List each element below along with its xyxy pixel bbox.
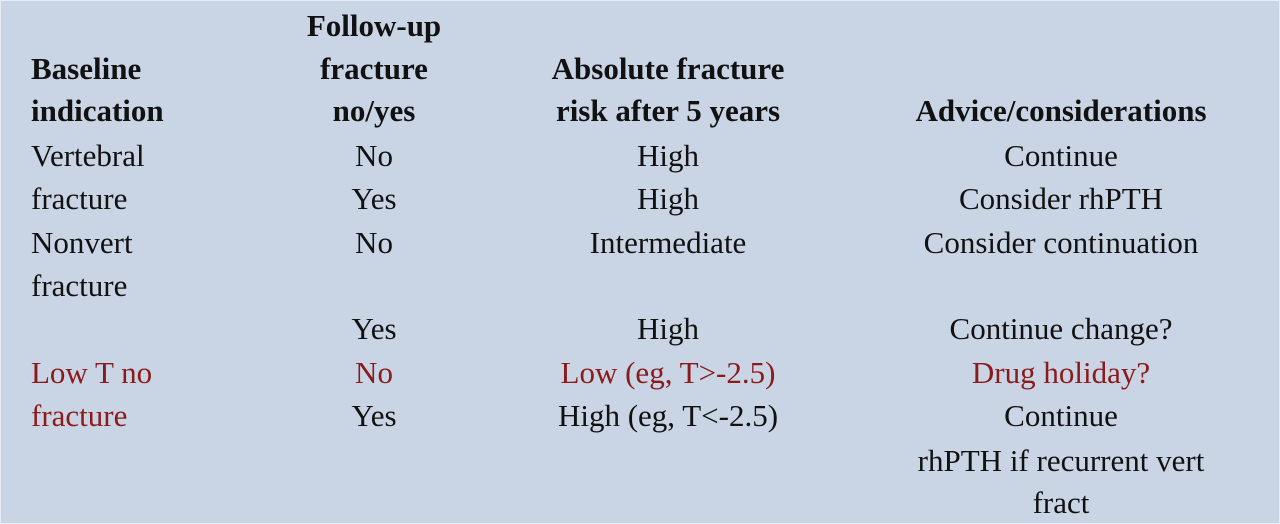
followup-cell: Yes	[351, 181, 397, 216]
advice-cell: fract	[1032, 485, 1090, 520]
indication-cell: fracture	[31, 268, 128, 303]
advice-cell: Continue	[1004, 398, 1118, 433]
header-followup: fracture	[320, 51, 428, 86]
header-risk: Absolute fracture	[551, 51, 785, 86]
header-baseline: indication	[31, 93, 164, 128]
advice-cell: Continue	[1004, 138, 1118, 173]
risk-cell: Low (eg, T>-2.5)	[560, 355, 776, 390]
header-followup: no/yes	[332, 93, 416, 128]
indication-cell: Low T no	[31, 355, 153, 390]
risk-cell: High	[637, 181, 699, 216]
advice-cell: Consider continuation	[923, 225, 1199, 260]
advice-cell: Drug holiday?	[971, 355, 1151, 390]
indication-cell: Vertebral	[31, 138, 145, 173]
risk-cell: High	[637, 311, 699, 346]
indication-cell: fracture	[31, 181, 128, 216]
advice-cell: Continue change?	[949, 311, 1173, 346]
followup-cell: Yes	[351, 311, 397, 346]
risk-cell: Intermediate	[589, 225, 747, 260]
followup-cell: Yes	[351, 398, 397, 433]
advice-cell: Consider rhPTH	[958, 181, 1164, 216]
followup-cell: No	[355, 225, 393, 260]
header-baseline: Baseline	[31, 51, 142, 86]
risk-cell: High	[637, 138, 699, 173]
indication-cell: Nonvert	[31, 225, 133, 260]
risk-cell: High (eg, T<-2.5)	[557, 398, 779, 433]
advice-cell: rhPTH if recurrent vert	[917, 443, 1205, 478]
header-followup: Follow-up	[306, 8, 442, 43]
followup-cell: No	[355, 355, 393, 390]
indication-cell: fracture	[31, 398, 128, 433]
followup-cell: No	[355, 138, 393, 173]
header-advice: Advice/considerations	[915, 93, 1207, 128]
header-risk: risk after 5 years	[555, 93, 781, 128]
